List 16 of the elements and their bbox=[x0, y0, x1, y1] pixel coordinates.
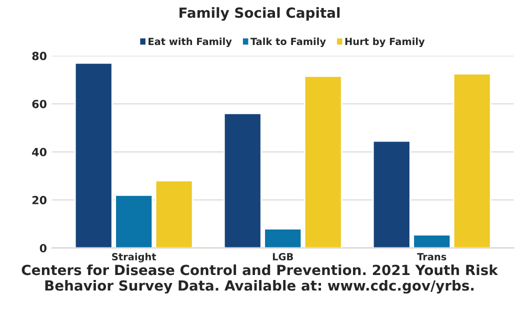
legend-label: Hurt by Family bbox=[345, 38, 425, 48]
chart-title: Family Social Capital bbox=[180, 7, 340, 21]
bar bbox=[304, 76, 342, 248]
x-tick-label: LGB bbox=[272, 253, 293, 260]
legend-label: Talk to Family bbox=[250, 38, 326, 48]
y-tick-label: 40 bbox=[32, 148, 47, 156]
y-tick-label: 80 bbox=[32, 52, 47, 60]
x-tick-label: Straight bbox=[112, 252, 156, 262]
y-tick-label: 0 bbox=[40, 244, 47, 252]
y-tick-label: 60 bbox=[32, 100, 47, 108]
text: Centers for Disease Control and Prevention. 2021 Youth Risk Behavior Survey Data. Available at: www.cdc.gov/yrbs. bbox=[22, 264, 498, 294]
x-tick-label: Trans bbox=[417, 253, 446, 260]
bar bbox=[452, 73, 492, 248]
bar bbox=[154, 180, 194, 248]
legend-label: Eat with Family bbox=[148, 38, 232, 48]
y-tick-label: 20 bbox=[32, 196, 47, 204]
